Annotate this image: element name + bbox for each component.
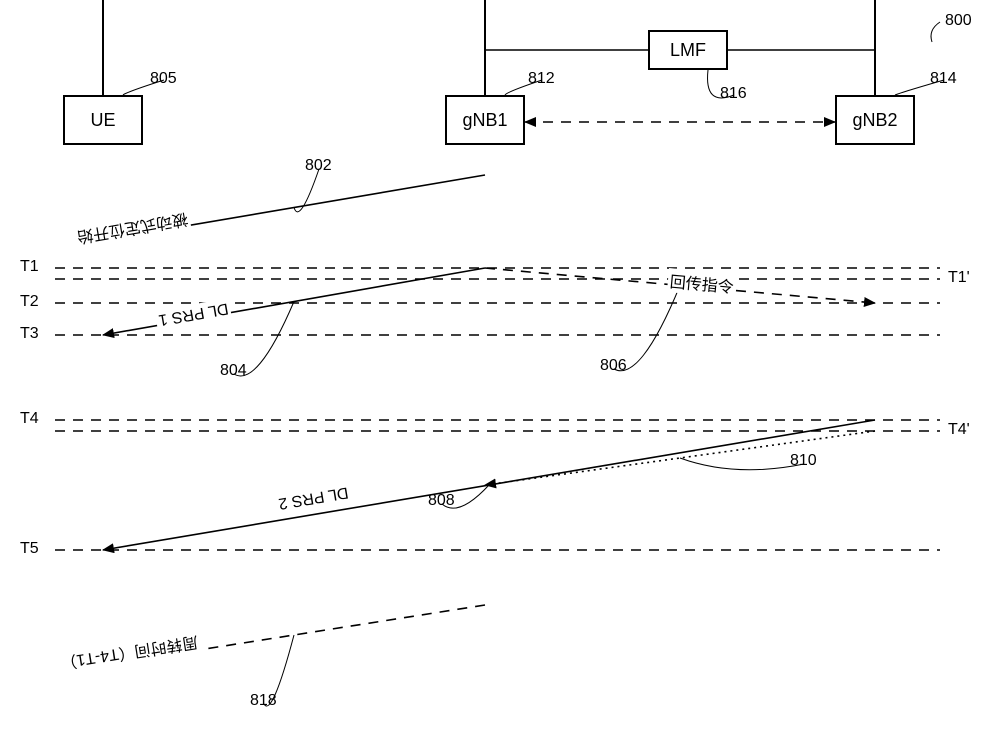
gnb1-label: gNB1: [462, 110, 507, 131]
time-label-T1: T1: [20, 258, 39, 276]
lmf-link-gnb2: [728, 50, 875, 95]
ref-dlprs2: 808: [428, 492, 455, 510]
ref-dlprs1: 804: [220, 362, 247, 380]
ref-turnaround: 818: [250, 692, 277, 710]
lmf-label: LMF: [670, 40, 706, 61]
lmf-link-gnb1: [485, 50, 648, 95]
ref-start: 802: [305, 157, 332, 175]
time-label-T5: T5: [20, 540, 39, 558]
figure-ref: 800: [945, 12, 972, 30]
ref-dlprs2b: 810: [790, 452, 817, 470]
time-label-T2: T2: [20, 293, 39, 311]
figure-ref-hook: [931, 22, 940, 42]
gnb2-box: gNB2: [835, 95, 915, 145]
ue-box: UE: [63, 95, 143, 145]
ref-backcmd: 806: [600, 357, 627, 375]
ref-lmf: 816: [720, 85, 747, 103]
gnb2-label: gNB2: [852, 110, 897, 131]
ref-leader-dlprs2b: [680, 458, 804, 470]
time-label-T1p-right: T1': [948, 269, 970, 287]
ref-gnb1: 812: [528, 70, 555, 88]
ue-label: UE: [90, 110, 115, 131]
gnb1-box: gNB1: [445, 95, 525, 145]
time-label-T3: T3: [20, 325, 39, 343]
lmf-box: LMF: [648, 30, 728, 70]
ref-ue: 805: [150, 70, 177, 88]
time-label-T4p-right: T4': [948, 421, 970, 439]
ref-gnb2: 814: [930, 70, 957, 88]
time-label-T4: T4: [20, 410, 39, 428]
